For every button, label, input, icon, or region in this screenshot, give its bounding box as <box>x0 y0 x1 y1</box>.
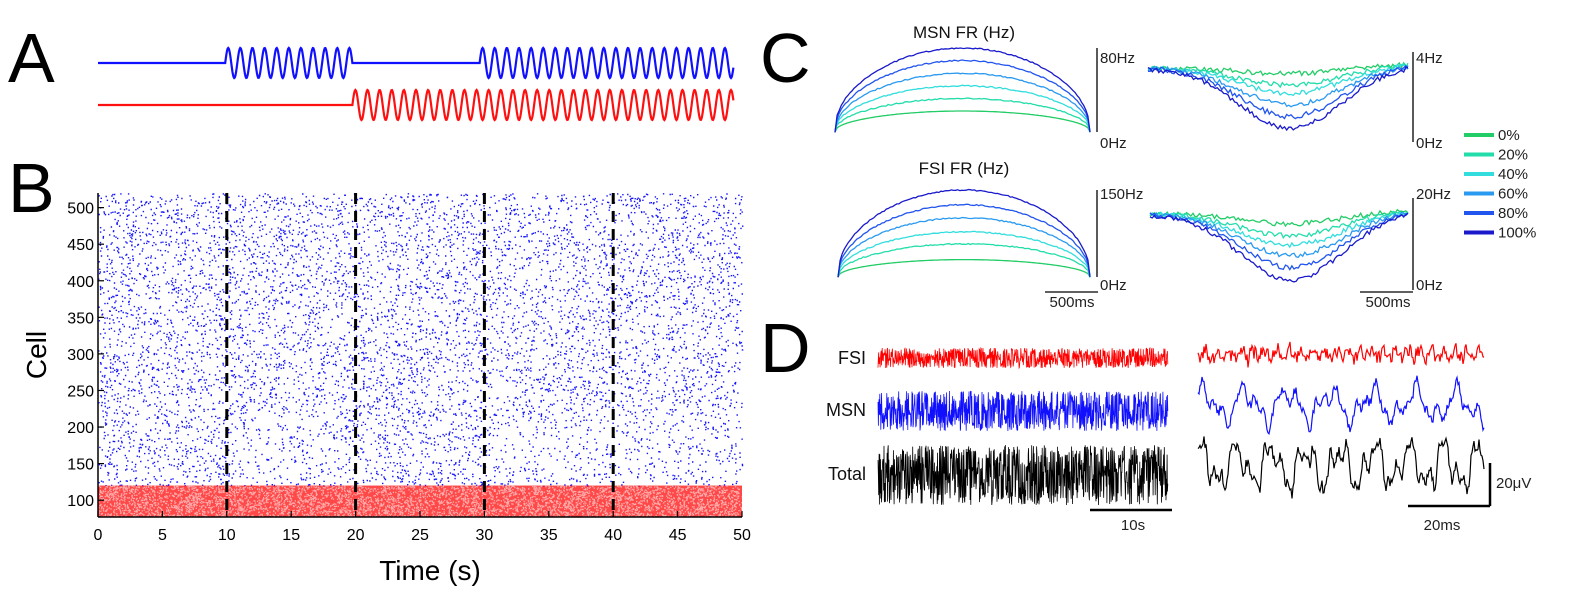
c-curve-3-0 <box>1149 208 1409 228</box>
c-legend-label-3: 60% <box>1498 186 1528 203</box>
raster-xtick-label-8: 40 <box>604 527 622 544</box>
raster-msn-spikes <box>98 193 744 487</box>
d-label-total: Total <box>828 464 866 484</box>
d-long-trace-1 <box>877 390 1169 432</box>
raster-ytick-label-5: 350 <box>67 310 94 327</box>
c-curve-0-5 <box>834 47 1091 133</box>
panel-d-lfp: FSI MSN Total 10s 20ms 20μV <box>826 341 1531 534</box>
raster-ytick-label-3: 250 <box>67 383 94 400</box>
d-short-trace-2 <box>1197 436 1485 499</box>
raster-xtick-label-10: 50 <box>733 527 751 544</box>
raster-spikes <box>98 193 744 519</box>
raster-xtick-label-9: 45 <box>669 527 687 544</box>
raster-xtick-label-2: 10 <box>218 527 236 544</box>
raster-axes: 0 5 10 15 20 25 30 35 40 45 50 100 150 200 250 300 350 40… <box>67 193 751 544</box>
d-short-trace-0 <box>1197 341 1485 368</box>
c-curve-2-1 <box>837 242 1091 278</box>
c-curve-3-3 <box>1149 211 1409 259</box>
c-legend-label-0: 0% <box>1498 127 1520 144</box>
raster-ytick-label-8: 500 <box>67 201 94 218</box>
raster-xtick-label-1: 5 <box>158 527 167 544</box>
c-scale-top-1: 4Hz <box>1416 50 1443 67</box>
panel-label-b: B <box>8 149 55 227</box>
d-scale-long: 10s <box>1121 517 1145 534</box>
a-trace-1 <box>98 88 735 122</box>
panel-c-firing-rates: MSN FR (Hz) FSI FR (Hz) 80Hz 0Hz 4Hz 0Hz… <box>834 23 1536 311</box>
d-scale-short: 20ms <box>1424 517 1461 534</box>
panel-label-a: A <box>8 19 55 97</box>
c-scale-top-2: 150Hz <box>1100 186 1143 203</box>
a-trace-0 <box>98 46 735 80</box>
c-legend-label-4: 80% <box>1498 205 1528 222</box>
c-curve-3-1 <box>1149 210 1409 240</box>
raster-xtick-label-4: 20 <box>347 527 365 544</box>
c-title-fsi: FSI FR (Hz) <box>919 159 1010 178</box>
raster-vlines <box>225 193 615 517</box>
raster-xtick-label-0: 0 <box>94 527 103 544</box>
d-long-trace-0 <box>877 346 1169 370</box>
raster-xtick-label-7: 35 <box>540 527 558 544</box>
raster-ytick-label-2: 200 <box>67 420 94 437</box>
raster-ytick-label-7: 450 <box>67 237 94 254</box>
panel-b-raster: 0 5 10 15 20 25 30 35 40 45 50 100 150 200 250 300 350 40… <box>21 193 751 586</box>
c-curve-0-3 <box>834 72 1091 133</box>
c-curve-0-2 <box>834 84 1091 133</box>
c-timescale-left: 500ms <box>1049 294 1094 311</box>
c-curve-1-4 <box>1148 64 1409 120</box>
raster-ytick-label-6: 400 <box>67 274 94 291</box>
c-legend: 0% 20% 40% 60% 80% 100% <box>1464 127 1536 242</box>
c-scale-bottom-1: 0Hz <box>1416 135 1443 152</box>
c-legend-label-5: 100% <box>1498 225 1536 242</box>
raster-ytick-label-4: 300 <box>67 347 94 364</box>
panel-label-d: D <box>760 309 811 387</box>
panel-a-stimulus <box>98 46 735 122</box>
c-curve-0-0 <box>834 110 1091 133</box>
d-long-trace-2 <box>877 445 1169 506</box>
c-curve-1-0 <box>1147 61 1409 77</box>
c-curve-2-2 <box>837 230 1091 278</box>
raster-xlabel: Time (s) <box>379 555 481 586</box>
c-legend-label-1: 20% <box>1498 147 1528 164</box>
c-curve-1-3 <box>1147 65 1409 108</box>
panel-label-c: C <box>760 19 811 97</box>
d-short-trace-1 <box>1197 375 1485 436</box>
c-curve-2-0 <box>837 258 1091 278</box>
d-scale-amp: 20μV <box>1496 475 1531 492</box>
c-curve-3-5 <box>1149 212 1409 283</box>
c-curve-1-5 <box>1147 66 1409 132</box>
raster-ylabel: Cell <box>21 331 52 379</box>
c-curves <box>834 47 1414 293</box>
c-scale-bottom-3: 0Hz <box>1416 277 1443 294</box>
c-curve-2-5 <box>837 188 1091 278</box>
c-curve-3-2 <box>1149 211 1409 249</box>
c-scale-top-3: 20Hz <box>1416 186 1451 203</box>
c-scale-bottom-0: 0Hz <box>1100 135 1127 152</box>
c-curve-0-4 <box>834 59 1091 132</box>
c-curve-2-4 <box>837 203 1091 278</box>
c-legend-label-2: 40% <box>1498 166 1528 183</box>
c-curve-0-1 <box>834 97 1091 132</box>
raster-ytick-label-1: 150 <box>67 457 94 474</box>
raster-xtick-label-3: 15 <box>282 527 300 544</box>
c-scale-bottom-2: 0Hz <box>1100 277 1127 294</box>
c-timescale-right: 500ms <box>1365 294 1410 311</box>
c-title-msn: MSN FR (Hz) <box>913 23 1015 42</box>
raster-xtick-label-5: 25 <box>411 527 429 544</box>
raster-ytick-label-0: 100 <box>67 493 94 510</box>
d-traces <box>877 341 1492 512</box>
c-curve-2-3 <box>837 216 1091 278</box>
raster-xtick-label-6: 30 <box>476 527 494 544</box>
d-label-msn: MSN <box>826 400 866 420</box>
c-scale-top-0: 80Hz <box>1100 50 1135 67</box>
d-label-fsi: FSI <box>838 348 866 368</box>
